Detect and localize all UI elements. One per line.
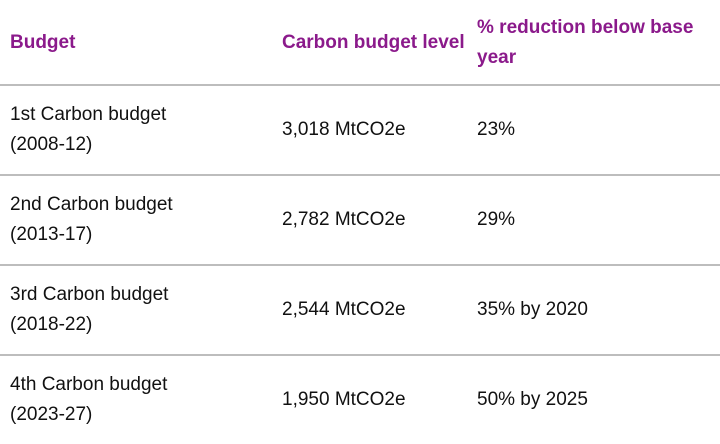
budget-name: 2nd Carbon budget <box>10 194 173 215</box>
table-row: 1st Carbon budget (2008-12) 3,018 MtCO2e … <box>0 85 720 175</box>
header-row: Budget Carbon budget level % reduction b… <box>0 0 720 85</box>
budget-cell: 3rd Carbon budget (2018-22) <box>0 265 272 355</box>
budget-period: (2008-12) <box>10 134 93 155</box>
level-cell: 2,544 MtCO2e <box>282 299 406 320</box>
budget-period: (2018-22) <box>10 314 93 335</box>
level-cell: 2,782 MtCO2e <box>282 209 406 230</box>
budget-cell: 1st Carbon budget (2008-12) <box>0 85 272 175</box>
level-cell: 3,018 MtCO2e <box>282 119 406 140</box>
budget-period: (2023-27) <box>10 404 93 425</box>
reduction-cell: 23% <box>477 119 516 140</box>
reduction-cell: 35% by 2020 <box>477 299 588 320</box>
reduction-cell: 29% <box>477 209 516 230</box>
budget-name: 1st Carbon budget <box>10 104 167 125</box>
level-cell: 1,950 MtCO2e <box>282 389 406 410</box>
budget-cell: 2nd Carbon budget (2013-17) <box>0 175 272 265</box>
header-reduction: % reduction below base year <box>477 17 694 68</box>
table-row: 3rd Carbon budget (2018-22) 2,544 MtCO2e … <box>0 265 720 355</box>
budget-cell: 4th Carbon budget (2023-27) <box>0 355 272 444</box>
budget-name: 3rd Carbon budget <box>10 284 169 305</box>
table-row: 4th Carbon budget (2023-27) 1,950 MtCO2e … <box>0 355 720 444</box>
table-row: 2nd Carbon budget (2013-17) 2,782 MtCO2e … <box>0 175 720 265</box>
header-level: Carbon budget level <box>282 32 465 53</box>
budget-name: 4th Carbon budget <box>10 374 168 395</box>
budget-period: (2013-17) <box>10 224 93 245</box>
header-budget: Budget <box>10 32 76 53</box>
reduction-cell: 50% by 2025 <box>477 389 588 410</box>
